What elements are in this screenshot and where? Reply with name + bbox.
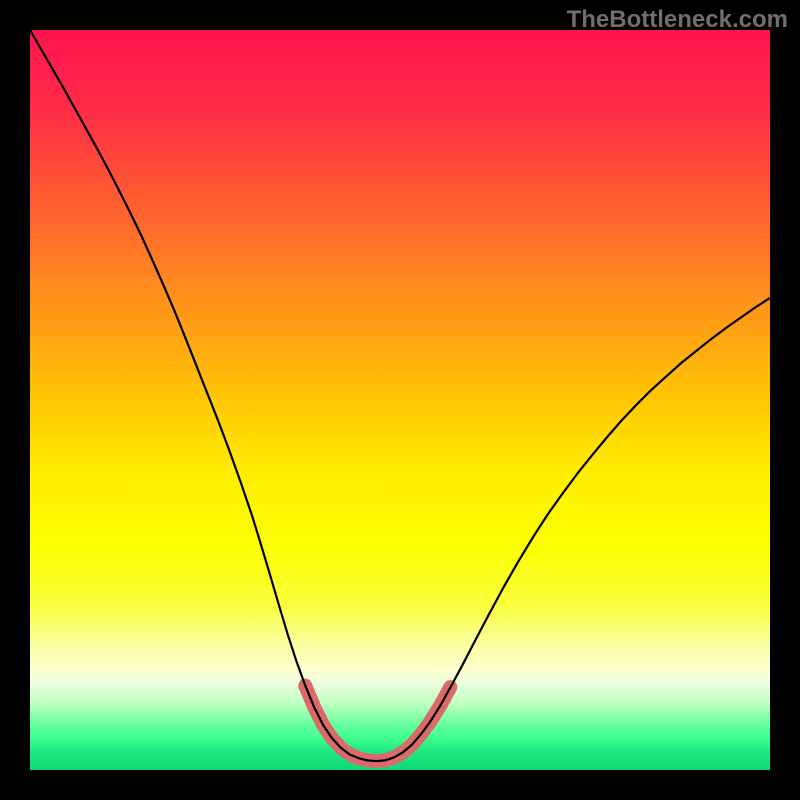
watermark-text: TheBottleneck.com: [567, 6, 788, 34]
chart-svg: [30, 30, 770, 770]
chart-background: [30, 30, 770, 770]
chart-plot-area: [30, 30, 770, 770]
